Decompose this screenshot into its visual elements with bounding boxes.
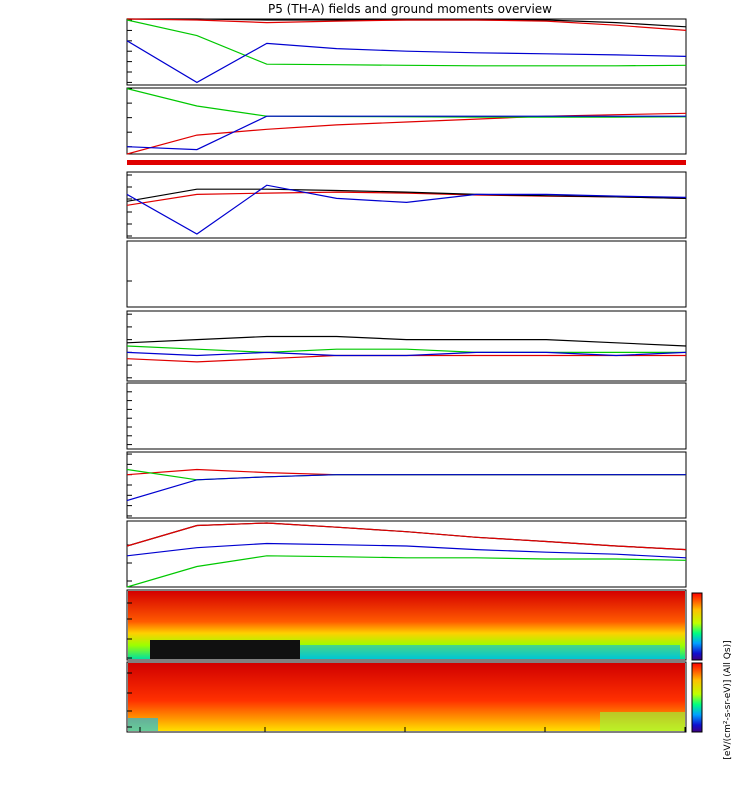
series-line-ez [126,468,686,476]
peir-spectrogram-lowband [150,640,300,659]
series-lines [126,18,687,588]
series-line-vz [126,354,686,363]
series-line-ne [126,191,687,206]
series-line-bx [126,115,686,151]
panel-fgs-gsm-zoom-frame [126,87,687,155]
series-line-by [126,88,687,118]
series-line-bz [126,18,687,31]
series-line-pi [126,542,687,559]
series-line-pe [126,555,687,588]
series-line-bz [126,112,687,155]
series-line-npot [126,184,687,235]
series-line-ex [126,474,686,502]
mode-bar [127,160,686,165]
panel-efield-frame [126,451,687,519]
panel-density-frame [126,171,687,239]
colorbar-peir [691,592,703,661]
panel-peer-velocity-frame [126,382,687,450]
x-axis [139,727,686,732]
figure-title: P5 (TH-A) fields and ground moments over… [268,2,552,16]
panel-peir-eflux-frame [126,589,687,661]
series-line-pb [126,522,687,551]
panel-fgs-gsm-frame [126,18,687,86]
colorbar-label: [eV/(cm²-s-sr-eV)] (All Qs)] [723,640,733,759]
series-line-by [126,19,687,67]
colorbar-peer [691,662,703,733]
peir-spectrogram-lowband-2 [300,645,680,659]
peer-spectrogram-lowband [128,718,158,731]
panel-peir-velocity-frame [126,310,687,382]
series-line-vy [126,345,686,354]
panel-pressure-frame [126,520,687,588]
panel-temperature-frame [126,240,687,308]
series-line-vt [126,335,687,347]
peer-spectrogram-lowband-2 [600,712,685,731]
series-line-vx [126,351,687,357]
panel-peer-eflux-frame [126,661,687,733]
series-line-ni [126,188,687,202]
peer-spectrogram [128,663,685,731]
series-line-bx [126,40,687,84]
